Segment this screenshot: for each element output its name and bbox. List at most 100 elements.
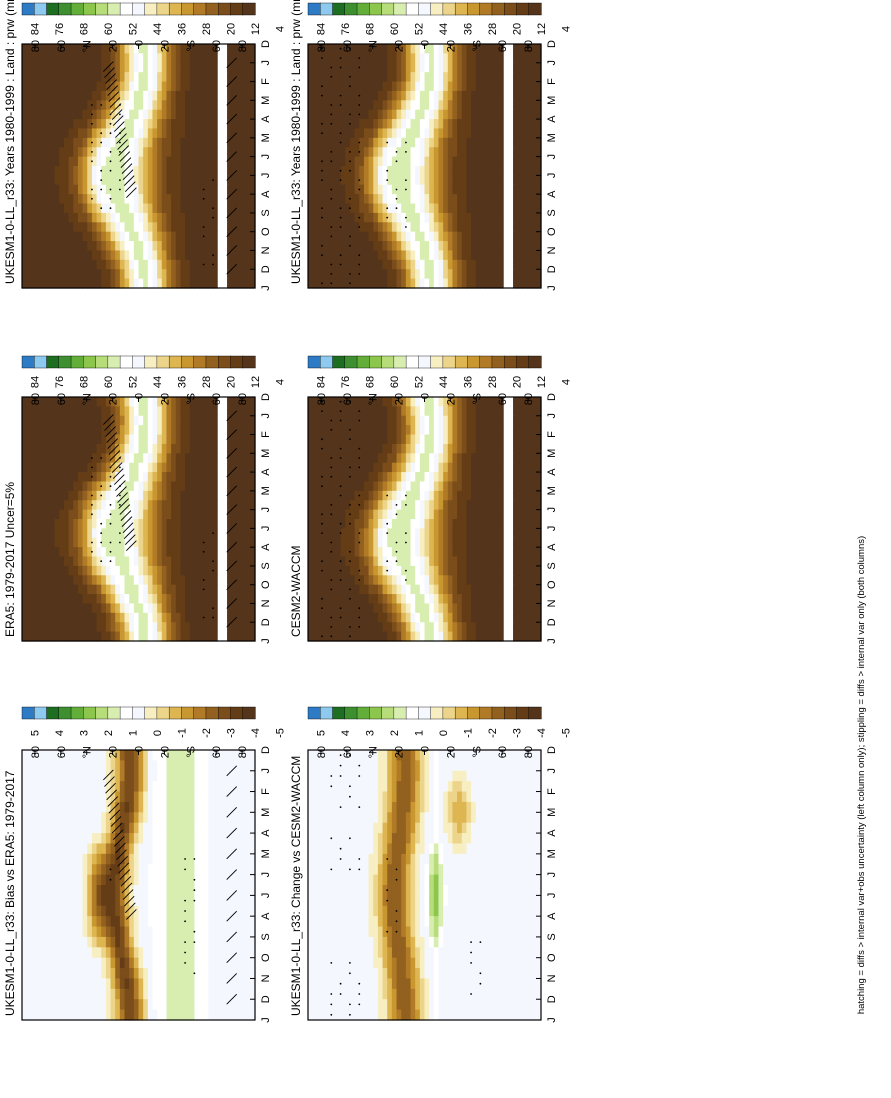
heatmap-cell xyxy=(96,44,102,54)
lat-tick-label: 0 xyxy=(134,40,146,46)
stipple-dot xyxy=(330,104,333,106)
heatmap-cell xyxy=(171,222,177,233)
heatmap-cell xyxy=(245,147,251,158)
heatmap-cell xyxy=(96,519,102,529)
heatmap-cell xyxy=(194,100,200,111)
heatmap-cell xyxy=(429,109,435,120)
heatmap-cell xyxy=(129,128,135,139)
heatmap-cell xyxy=(245,184,251,195)
heatmap-cell xyxy=(171,81,177,92)
heatmap-cell xyxy=(250,100,256,111)
heatmap-cell xyxy=(110,72,116,83)
heatmap-cell xyxy=(447,90,454,101)
heatmap-cell xyxy=(213,62,219,73)
heatmap-cell xyxy=(105,184,112,195)
heatmap-cell xyxy=(326,453,332,464)
heatmap-cell xyxy=(73,72,79,83)
stipple-dot xyxy=(91,504,93,506)
heatmap-cell xyxy=(208,212,214,223)
heatmap-cell xyxy=(54,175,60,186)
heatmap-cell xyxy=(157,472,163,483)
heatmap-cell xyxy=(54,194,60,205)
stipple-dot xyxy=(100,485,103,488)
heatmap-cell xyxy=(213,462,219,473)
hatch-line xyxy=(104,67,115,78)
heatmap-cell xyxy=(138,603,144,614)
heatmap-cell xyxy=(185,500,191,511)
heatmap-cell xyxy=(119,119,126,130)
heatmap-cell xyxy=(22,81,28,92)
heatmap-cell xyxy=(105,472,112,483)
heatmap-cell xyxy=(231,622,237,633)
heatmap-cell xyxy=(40,81,46,92)
heatmap-cell xyxy=(175,509,182,520)
heatmap-cell xyxy=(91,44,98,54)
heatmap-cell xyxy=(241,137,247,148)
heatmap-cell xyxy=(401,231,407,242)
heatmap-cell xyxy=(91,584,98,595)
heatmap-cell xyxy=(189,462,196,473)
heatmap-cell xyxy=(115,603,121,614)
heatmap-cell xyxy=(59,537,65,548)
heatmap-cell xyxy=(508,137,514,148)
heatmap-cell xyxy=(401,175,407,186)
heatmap-cell xyxy=(241,156,247,167)
stipple-dot xyxy=(109,504,112,506)
heatmap-cell xyxy=(77,222,84,233)
heatmap-cell xyxy=(73,109,79,120)
heatmap-cell xyxy=(457,212,463,223)
heatmap-cell xyxy=(54,397,60,407)
heatmap-cell xyxy=(59,406,65,417)
heatmap-cell xyxy=(91,622,98,633)
heatmap-cell xyxy=(410,500,416,511)
heatmap-cell xyxy=(466,44,472,54)
heatmap-cell xyxy=(143,556,149,567)
heatmap-cell xyxy=(331,415,337,426)
heatmap-cell xyxy=(447,453,454,464)
hatch-line xyxy=(122,169,134,180)
heatmap-cell xyxy=(63,250,70,261)
heatmap-cell xyxy=(522,81,528,92)
heatmap-cell xyxy=(471,269,477,280)
heatmap-cell xyxy=(536,269,542,280)
heatmap-cell xyxy=(499,72,505,83)
heatmap-cell xyxy=(250,212,256,223)
heatmap-cell xyxy=(147,241,154,252)
heatmap-cell xyxy=(147,90,154,101)
heatmap-cell xyxy=(231,612,237,623)
heatmap-cell xyxy=(185,575,191,586)
colorbar-label: 44 xyxy=(152,23,164,35)
stipple-dot xyxy=(119,113,121,116)
heatmap-cell xyxy=(382,278,388,289)
heatmap-cell xyxy=(536,500,542,511)
month-tick-label: A xyxy=(260,190,272,198)
heatmap-cell xyxy=(217,128,223,139)
heatmap-cell xyxy=(45,547,51,558)
heatmap-cell xyxy=(49,472,56,483)
heatmap-cell xyxy=(345,128,351,139)
heatmap-cell xyxy=(49,72,56,83)
heatmap-cell xyxy=(349,100,356,111)
heatmap-cell xyxy=(180,212,186,223)
heatmap-cell xyxy=(101,453,107,464)
heatmap-cell xyxy=(63,212,70,223)
heatmap-cell xyxy=(331,100,337,111)
heatmap-cell xyxy=(138,119,144,130)
heatmap-cell xyxy=(494,90,500,101)
heatmap-cell xyxy=(377,175,384,186)
heatmap-cell xyxy=(522,194,528,205)
heatmap-cell xyxy=(401,119,407,130)
heatmap-cell xyxy=(31,62,37,73)
heatmap-cell xyxy=(208,241,214,252)
heatmap-cell xyxy=(489,128,495,139)
heatmap-cell xyxy=(471,443,477,454)
heatmap-cell xyxy=(373,72,379,83)
stipple-dot xyxy=(358,113,361,116)
heatmap-cell xyxy=(326,462,332,473)
heatmap-cell xyxy=(161,166,168,176)
month-tick-label: S xyxy=(546,209,558,216)
heatmap-cell xyxy=(138,53,144,64)
heatmap-cell xyxy=(199,222,205,233)
colorbar-label: 20 xyxy=(511,23,523,35)
heatmap-cell xyxy=(180,194,186,205)
